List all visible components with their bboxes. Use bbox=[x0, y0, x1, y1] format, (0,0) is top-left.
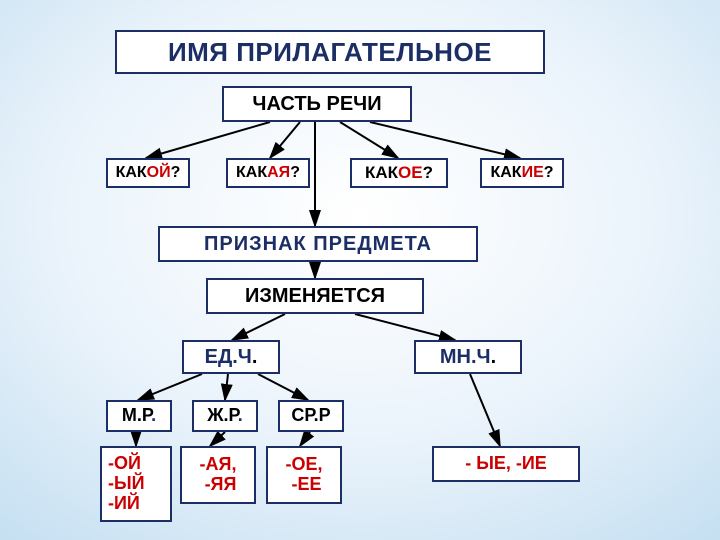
endings-masculine: -ОЙ -ЫЙ -ИЙ bbox=[100, 446, 172, 522]
part-of-speech-box: ЧАСТЬ РЕЧИ bbox=[222, 86, 412, 122]
endings-plural: - ЫЕ, -ИЕ bbox=[432, 446, 580, 482]
gender-feminine: Ж.Р. bbox=[192, 400, 258, 432]
question-feminine: КАКАЯ? bbox=[226, 158, 310, 188]
number-singular: ЕД.Ч. bbox=[182, 340, 280, 374]
question-masculine: КАКОЙ? bbox=[106, 158, 190, 188]
question-plural: КАКИЕ? bbox=[480, 158, 564, 188]
number-plural: МН.Ч. bbox=[414, 340, 522, 374]
gender-masculine: М.Р. bbox=[106, 400, 172, 432]
title-box: ИМЯ ПРИЛАГАТЕЛЬНОЕ bbox=[115, 30, 545, 74]
gender-neuter: СР.Р bbox=[278, 400, 344, 432]
endings-feminine: -АЯ, -ЯЯ bbox=[180, 446, 256, 504]
changes-box: ИЗМЕНЯЕТСЯ bbox=[206, 278, 424, 314]
feature-box: ПРИЗНАК ПРЕДМЕТА bbox=[158, 226, 478, 262]
question-neuter: КАКОЕ? bbox=[350, 158, 448, 188]
endings-neuter: -ОЕ, -ЕЕ bbox=[266, 446, 342, 504]
